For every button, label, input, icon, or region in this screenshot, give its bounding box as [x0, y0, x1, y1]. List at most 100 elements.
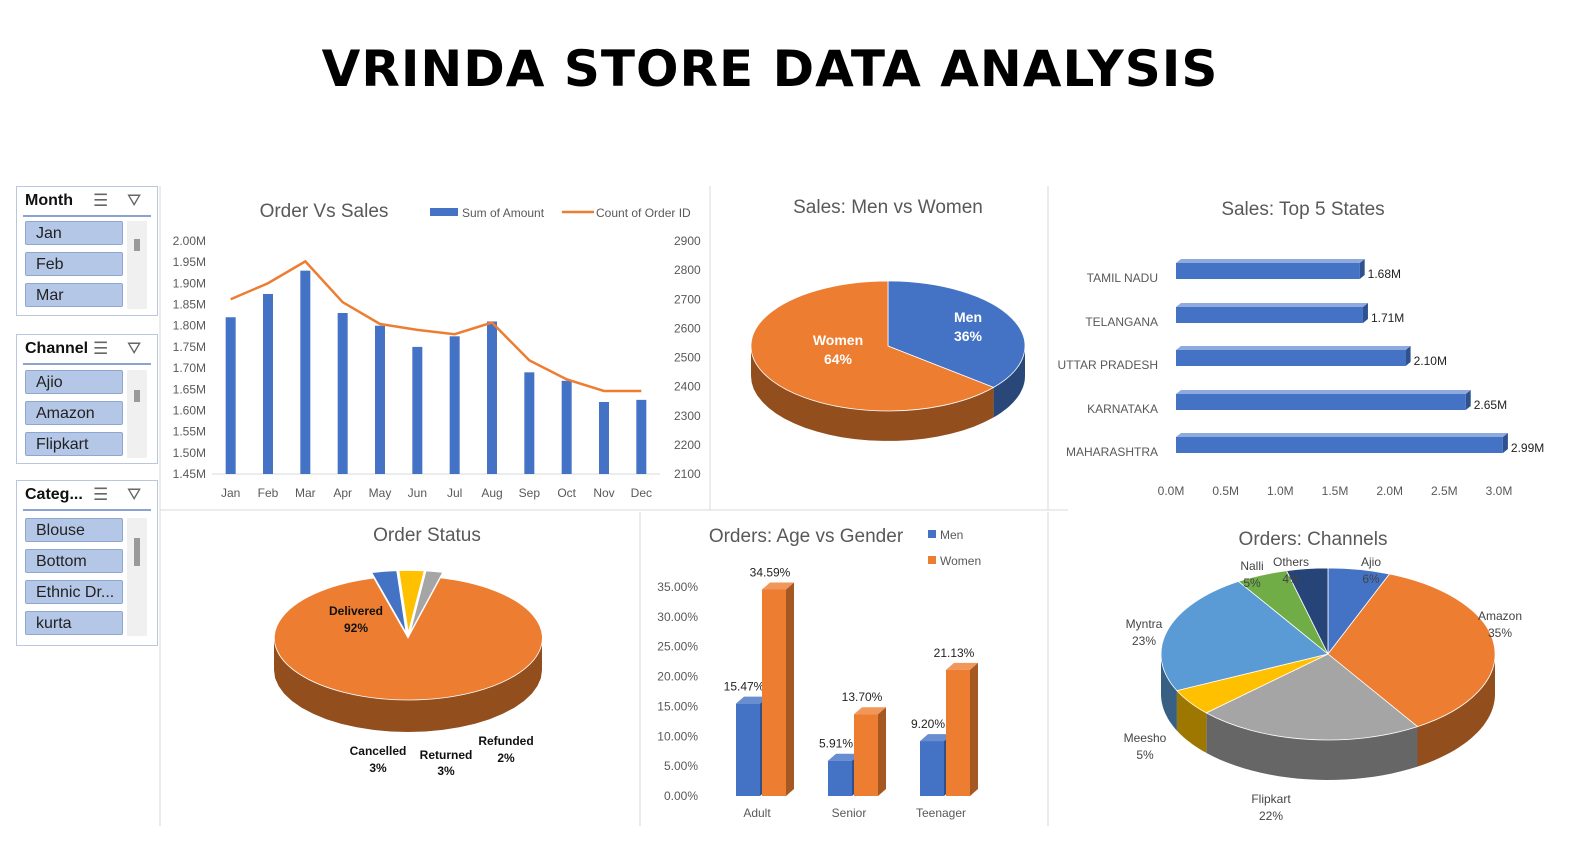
channel-slicer: Channel ☰ ⛛ Ajio Amazon Flipkart [16, 334, 158, 464]
y-tick-label: 30.00% [657, 610, 698, 624]
channel-pie-slice [1285, 567, 1329, 655]
bar-men [736, 703, 760, 796]
scroll-thumb[interactable] [134, 538, 140, 566]
scroll-thumb[interactable] [134, 390, 140, 402]
x-tick-label: Dec [631, 486, 652, 500]
multi-select-icon[interactable]: ☰ [93, 191, 109, 210]
slicer-item-feb[interactable]: Feb [25, 252, 123, 276]
y2-tick-label: 2600 [674, 321, 701, 335]
x-tick-label: 0.0M [1158, 484, 1185, 498]
y-tick-label: 1.45M [173, 467, 206, 481]
pie-label-women: Women [813, 332, 863, 348]
legend-swatch-sum-of-amount [430, 208, 458, 216]
bar-men [828, 760, 852, 796]
x-tick-label: Nov [593, 486, 614, 500]
pie-label: Amazon [1478, 609, 1522, 623]
pie-label: Cancelled [350, 744, 407, 758]
bar-sum-of-amount [337, 313, 348, 474]
x-tick-label: Jul [447, 486, 462, 500]
bar-sum-of-amount [300, 270, 311, 474]
clear-filter-icon[interactable]: ⛛ [127, 339, 142, 358]
category-slicer: Categ... ☰ ⛛ Blouse Bottom Ethnic Dr... … [16, 480, 158, 646]
bar-side [786, 582, 794, 796]
x-tick-label: Feb [258, 486, 279, 500]
slicer-item-flipkart[interactable]: Flipkart [25, 432, 123, 456]
data-label: 21.13% [934, 646, 975, 660]
y-tick-label: 25.00% [657, 640, 698, 654]
bar-side [1502, 433, 1508, 453]
slicer-item-bottom[interactable]: Bottom [25, 549, 123, 573]
chart-title: Order Status [373, 525, 481, 546]
data-label: 34.59% [750, 565, 791, 579]
clear-filter-icon[interactable]: ⛛ [127, 191, 142, 210]
y2-tick-label: 2800 [674, 263, 701, 277]
y-tick-label: 2.00M [173, 234, 206, 248]
y2-tick-label: 2900 [674, 234, 701, 248]
bar-sum-of-amount [412, 346, 423, 474]
pie-label: Flipkart [1251, 792, 1291, 806]
status-pie-slice [409, 570, 444, 633]
y-tick-label: 1.95M [173, 255, 206, 269]
bar-top [1176, 259, 1365, 263]
bar-side [1359, 259, 1365, 279]
bar-state [1176, 437, 1503, 453]
y-tick-label: 5.00% [664, 759, 698, 773]
slicer-scrollbar[interactable] [127, 518, 147, 636]
y-tick-label: 1.65M [173, 382, 206, 396]
legend-label: Women [940, 554, 981, 568]
x-tick-label: 3.0M [1486, 484, 1513, 498]
slicer-title: Month [25, 192, 73, 209]
slicer-scrollbar[interactable] [127, 221, 147, 309]
x-tick-label: 2.0M [1376, 484, 1403, 498]
slicer-item-mar[interactable]: Mar [25, 283, 123, 307]
x-tick-label: Adult [743, 806, 771, 820]
channel-pie-slice-side [1176, 690, 1207, 753]
y-tick-label: 1.80M [173, 319, 206, 333]
slicer-scrollbar[interactable] [127, 370, 147, 458]
y-tick-label: 1.70M [173, 361, 206, 375]
y-tick-label: 20.00% [657, 670, 698, 684]
slicer-item-ajio[interactable]: Ajio [25, 370, 123, 394]
data-label: 9.20% [911, 717, 945, 731]
bar-top [854, 707, 886, 715]
bar-top [920, 734, 952, 742]
chart-title: Sales: Men vs Women [793, 197, 983, 218]
data-label: 2.99M [1511, 441, 1544, 455]
bar-state [1176, 350, 1406, 366]
data-label: 13.70% [842, 690, 883, 704]
x-tick-label: 0.5M [1212, 484, 1239, 498]
legend-swatch-men [928, 530, 936, 538]
x-tick-label: Oct [557, 486, 576, 500]
x-tick-label: Teenager [916, 806, 966, 820]
status-pie-slice [274, 577, 543, 701]
status-pie-slice [398, 570, 425, 633]
multi-select-icon[interactable]: ☰ [93, 339, 109, 358]
pie-value: 35% [1488, 626, 1512, 640]
clear-filter-icon[interactable]: ⛛ [127, 485, 142, 504]
slicer-item-jan[interactable]: Jan [25, 221, 123, 245]
bar-top [1176, 390, 1471, 394]
bar-sum-of-amount [487, 321, 497, 474]
bar-top [828, 753, 860, 761]
slicer-item-ethnic-dress[interactable]: Ethnic Dr... [25, 580, 123, 604]
slicer-item-blouse[interactable]: Blouse [25, 518, 123, 542]
pie-value: 92% [344, 621, 368, 635]
bar-side [878, 707, 886, 796]
y-tick-label: 1.75M [173, 340, 206, 354]
y-tick-label: KARNATAKA [1087, 402, 1158, 416]
bar-side [1405, 346, 1411, 366]
chart-title: Orders: Channels [1239, 529, 1388, 550]
pie-value-women: 64% [824, 351, 853, 367]
scroll-thumb[interactable] [134, 239, 140, 251]
x-tick-label: May [369, 486, 392, 500]
slicer-item-amazon[interactable]: Amazon [25, 401, 123, 425]
y-tick-label: MAHARASHTRA [1066, 445, 1158, 459]
bar-top [1176, 433, 1508, 437]
slicer-item-kurta[interactable]: kurta [25, 611, 123, 635]
pie-value: 23% [1132, 634, 1156, 648]
bar-sum-of-amount [225, 317, 236, 474]
y-tick-label: 15.00% [657, 699, 698, 713]
bar-side [1465, 390, 1471, 410]
multi-select-icon[interactable]: ☰ [93, 485, 109, 504]
x-tick-label: 1.5M [1322, 484, 1349, 498]
